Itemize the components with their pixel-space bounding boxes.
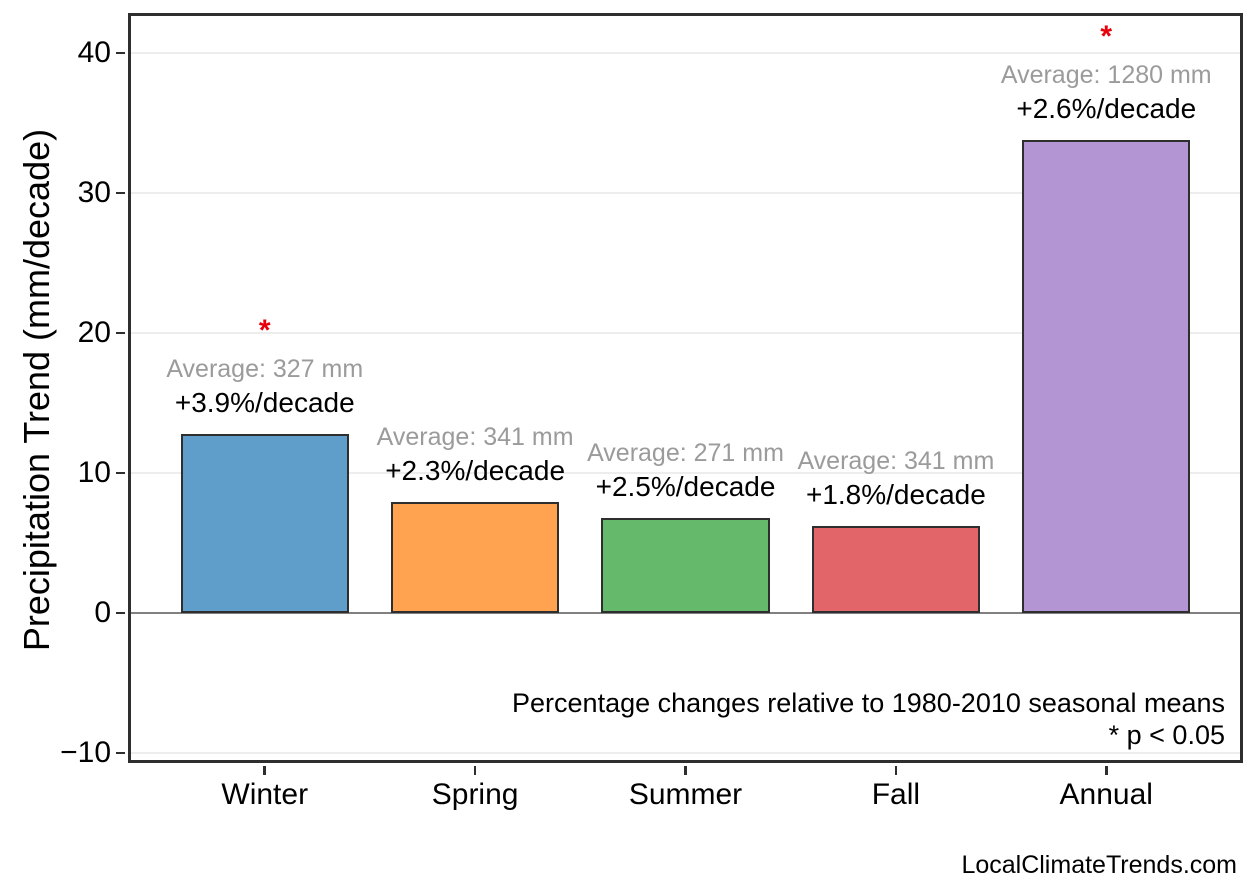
significance-asterisk: * (1100, 19, 1113, 53)
bar-summer (601, 517, 770, 614)
bar-annual (1022, 139, 1191, 614)
x-axis-tick-label: Annual (1059, 778, 1153, 811)
y-axis-title: Precipitation Trend (mm/decade) (16, 128, 57, 652)
y-axis-tick (116, 331, 125, 335)
y-axis-tick-label: 10 (77, 456, 111, 490)
plot-area: * +2.6%/decade Average: 1280 mm Annual +1.8%… (60, 13, 1243, 811)
bar-winter (180, 433, 349, 614)
x-axis-tick (473, 766, 477, 775)
bar-percent-label: +2.6%/decade (1016, 92, 1197, 124)
y-axis-tick-label: −10 (60, 736, 111, 770)
y-axis-tick (116, 471, 125, 475)
gridline (128, 52, 1243, 54)
gridline (128, 192, 1243, 194)
x-axis-tick-label: Summer (628, 778, 743, 811)
bar-percent-label: +2.5%/decade (595, 470, 776, 502)
gridline (128, 752, 1243, 754)
bar-percent-label: +2.3%/decade (385, 455, 566, 487)
x-axis-tick (684, 766, 687, 775)
y-axis-tick-label: 20 (77, 316, 111, 350)
x-axis-tick (263, 766, 266, 775)
footnote-line-1: Percentage changes relative to 1980-2010… (512, 688, 1225, 718)
footnote: Percentage changes relative to 1980-2010… (512, 687, 1225, 751)
bar-percent-label: +3.9%/decade (174, 386, 355, 418)
x-axis-tick-label: Fall (871, 778, 921, 811)
bar-spring (390, 502, 560, 614)
y-axis-tick-label: 0 (94, 596, 111, 630)
y-axis-tick (116, 51, 125, 55)
significance-asterisk: * (258, 313, 271, 347)
x-axis-tick-label: Winter (221, 778, 309, 811)
footnote-line-2: * p < 0.05 (1108, 720, 1225, 750)
y-axis-tick (116, 611, 125, 615)
bar-average-label: Average: 327 mm (166, 354, 364, 383)
gridline (128, 472, 1243, 474)
bar-average-label: Average: 341 mm (797, 447, 995, 476)
x-axis-tick-label: Spring (431, 778, 519, 811)
y-axis-tick-label: 40 (77, 36, 111, 70)
y-axis-tick (116, 191, 125, 195)
y-axis-tick (116, 751, 125, 755)
bar-average-label: Average: 341 mm (376, 423, 574, 452)
bar-percent-label: +1.8%/decade (805, 479, 986, 511)
gridline (128, 332, 1243, 334)
x-axis-tick (894, 766, 898, 775)
bar-average-label: Average: 271 mm (587, 438, 784, 467)
x-axis-tick (1105, 766, 1108, 775)
footer-watermark: LocalClimateTrends.com (961, 851, 1237, 879)
zero-line (128, 611, 1243, 615)
y-axis-tick-label: 30 (77, 176, 111, 210)
bar-average-label: Average: 1280 mm (1000, 60, 1212, 89)
bar-fall (811, 526, 981, 614)
